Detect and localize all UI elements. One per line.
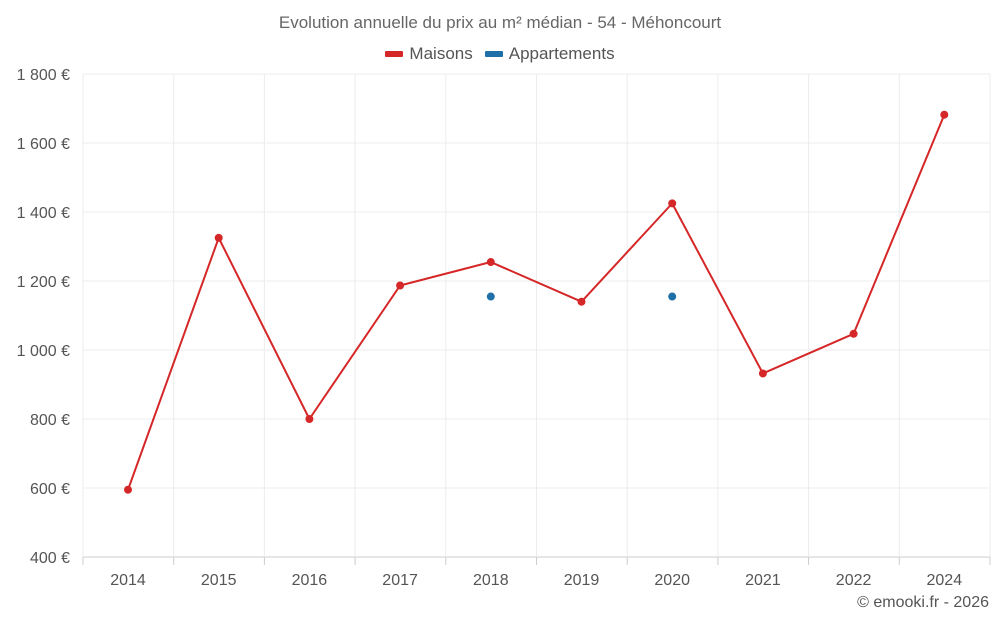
data-point-maisons bbox=[305, 415, 314, 423]
data-point-maisons bbox=[758, 369, 767, 378]
legend-label-appartements: Appartements bbox=[508, 44, 615, 63]
y-tick-label: 1 400 € bbox=[17, 205, 70, 222]
legend-swatch-appartements bbox=[484, 51, 503, 57]
x-tick-label: 2016 bbox=[292, 572, 328, 589]
x-tick-label: 2021 bbox=[745, 572, 781, 589]
x-tick-label: 2019 bbox=[564, 572, 600, 589]
data-point-maisons bbox=[124, 485, 132, 494]
data-point-maisons bbox=[668, 199, 677, 208]
data-point-appartements bbox=[486, 292, 495, 301]
data-point-maisons bbox=[849, 329, 858, 338]
y-tick-label: 600 € bbox=[30, 481, 70, 498]
x-tick-label: 2020 bbox=[654, 572, 690, 589]
y-tick-label: 1 800 € bbox=[17, 67, 70, 84]
legend-swatch-maisons bbox=[385, 51, 404, 57]
y-tick-label: 1 000 € bbox=[17, 343, 70, 360]
chart-title: Evolution annuelle du prix au m² médian … bbox=[278, 13, 722, 32]
data-point-maisons bbox=[940, 110, 949, 119]
y-tick-label: 1 200 € bbox=[17, 274, 70, 291]
legend-item-maisons[interactable]: Maisons bbox=[385, 44, 473, 64]
x-tick-label: 2015 bbox=[201, 572, 237, 589]
series-line-maisons bbox=[127, 114, 946, 491]
data-point-appartements bbox=[668, 292, 677, 301]
x-tick-label: 2022 bbox=[836, 572, 872, 589]
x-tick-label: 2014 bbox=[110, 572, 146, 589]
x-tick-label: 2018 bbox=[473, 572, 509, 589]
y-tick-label: 1 600 € bbox=[17, 136, 70, 153]
legend-item-appartements[interactable]: Appartements bbox=[484, 44, 615, 64]
y-tick-label: 400 € bbox=[30, 550, 70, 567]
credit-text: © emooki.fr - 2026 bbox=[857, 594, 989, 611]
data-point-maisons bbox=[486, 258, 495, 267]
x-tick-label: 2024 bbox=[927, 572, 963, 589]
data-point-maisons bbox=[396, 281, 405, 290]
legend-label-maisons: Maisons bbox=[409, 44, 473, 63]
legend: Maisons Appartements bbox=[0, 44, 1000, 64]
data-point-maisons bbox=[577, 297, 586, 306]
x-tick-label: 2017 bbox=[382, 572, 418, 589]
data-point-maisons bbox=[214, 233, 223, 242]
y-tick-label: 800 € bbox=[30, 412, 70, 429]
